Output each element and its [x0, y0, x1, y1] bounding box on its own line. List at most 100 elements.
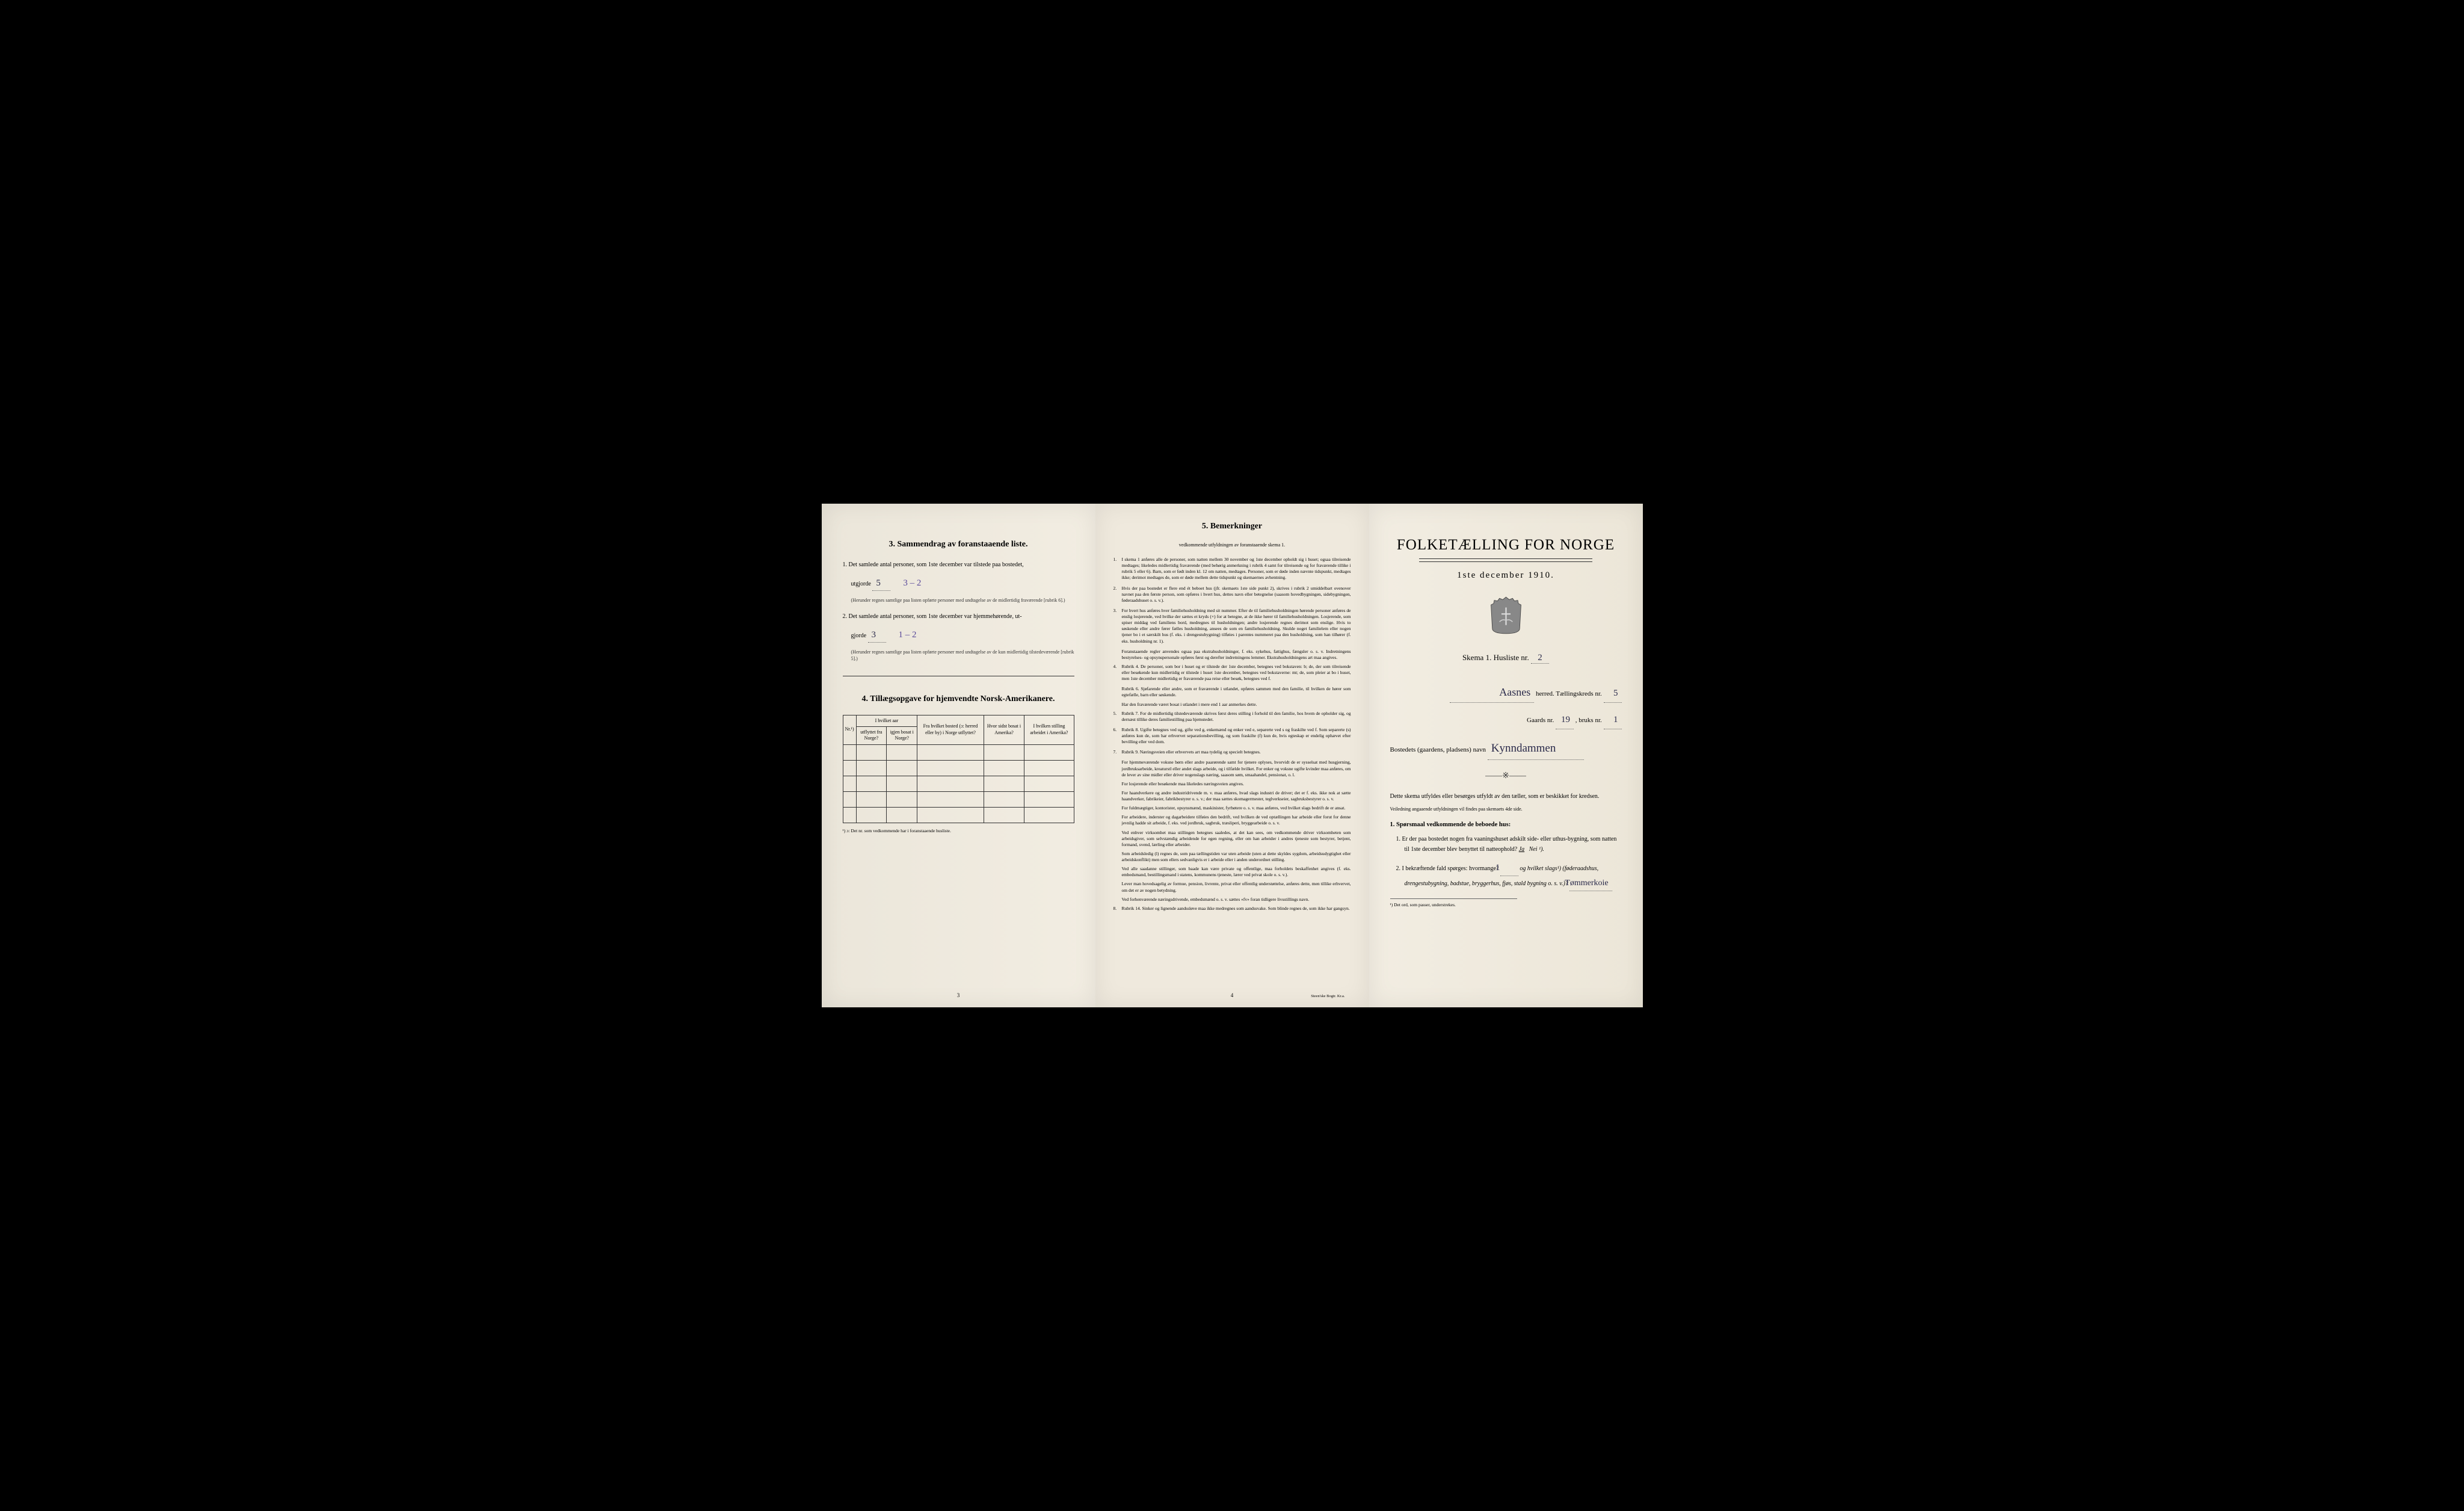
- remark-text: Rubrik 7. For de midlertidig tilstedevær…: [1122, 711, 1351, 723]
- gaards-line: Gaards nr. 19 , bruks nr. 1: [1390, 711, 1622, 729]
- page-3: 3. Sammendrag av foranstaaende liste. 1.…: [822, 504, 1095, 1007]
- th-stilling: I hvilken stilling arbeidet i Amerika?: [1024, 715, 1074, 744]
- q1-note: (Herunder regnes samtlige paa listen opf…: [843, 597, 1074, 604]
- table-row: [843, 776, 1074, 791]
- q2-extra: 1 – 2: [895, 628, 920, 642]
- q2-prefix: 2. Det samlede antal personer, som 1ste …: [843, 613, 1022, 620]
- remark-num: 2.: [1113, 586, 1122, 604]
- herred-line: Aasnes herred. Tællingskreds nr. 5: [1390, 682, 1622, 703]
- th-amerika: Hvor sidst bosat i Amerika?: [984, 715, 1024, 744]
- remark-item: 5.Rubrik 7. For de midlertidig tilstedev…: [1113, 711, 1351, 723]
- remark-item: 3.For hvert hus anføres hver familiehush…: [1113, 608, 1351, 644]
- remark-sub: Rubrik 6. Sjøfarende eller andre, som er…: [1113, 686, 1351, 698]
- right-footnote: ¹) Det ord, som passer, understrekes.: [1390, 898, 1518, 907]
- question-2: 2. I bekræftende fald spørges: hvormange…: [1390, 861, 1622, 891]
- printer-mark: Steen'ske Bogtr. Kr.a.: [1311, 994, 1344, 998]
- instruction-2: Veiledning angaaende utfyldningen vil fi…: [1390, 806, 1622, 812]
- table-footnote: ¹) ɔ: Det nr. som vedkommende har i fora…: [843, 828, 1074, 833]
- remarks-list: 1.I skema 1 anføres alle de personer, so…: [1113, 557, 1351, 912]
- herred-value: Aasnes: [1450, 682, 1534, 703]
- th-nr: Nr.¹): [843, 715, 856, 744]
- th-bosted: Fra hvilket bosted (ɔ: herred eller by) …: [917, 715, 984, 744]
- skema-line: Skema 1. Husliste nr. 2: [1390, 653, 1622, 664]
- coat-of-arms: [1390, 596, 1622, 638]
- q1-text: 1. Er der paa bostedet nogen fra vaaning…: [1396, 836, 1617, 853]
- remark-item: 1.I skema 1 anføres alle de personer, so…: [1113, 557, 1351, 581]
- remark-sub: For haandverkere og andre industridriven…: [1113, 790, 1351, 802]
- remark-num: 3.: [1113, 608, 1122, 644]
- flourish-ornament: ——※——: [1390, 771, 1622, 781]
- remark-num: 5.: [1113, 711, 1122, 723]
- remark-item: 2.Hvis der paa bostedet er flere end ét …: [1113, 586, 1351, 604]
- page-1-cover: FOLKETÆLLING FOR NORGE 1ste december 191…: [1369, 504, 1643, 1007]
- q1-text: 1. Det samlede antal personer, som 1ste …: [843, 560, 1074, 570]
- census-date: 1ste december 1910.: [1390, 570, 1622, 581]
- main-title: FOLKETÆLLING FOR NORGE: [1390, 537, 1622, 554]
- remark-sub: For fuldmægtiger, kontorister, opsynsmæn…: [1113, 805, 1351, 811]
- table-row: [843, 791, 1074, 807]
- remark-text: Rubrik 4. De personer, som bor i huset o…: [1122, 664, 1351, 682]
- census-document: 3. Sammendrag av foranstaaende liste. 1.…: [822, 504, 1643, 1007]
- q1-extra: 3 – 2: [899, 576, 925, 590]
- q1-prefix: 1. Det samlede antal personer, som 1ste …: [843, 561, 1024, 568]
- q1-value: 5: [872, 576, 890, 591]
- remark-text: Rubrik 8. Ugifte betegnes ved ug, gifte …: [1122, 727, 1351, 745]
- table-row: [843, 807, 1074, 823]
- bosted-line: Bostedets (gaardens, pladsens) navn Kynn…: [1390, 738, 1622, 760]
- page-number: 3: [957, 992, 960, 998]
- remark-num: 8.: [1113, 906, 1122, 912]
- remark-item: 4.Rubrik 4. De personer, som bor i huset…: [1113, 664, 1351, 682]
- q-head-text: 1. Spørsmaal vedkommende de beboede hus:: [1390, 821, 1511, 828]
- remark-sub: For hjemmeværende voksne børn eller andr…: [1113, 759, 1351, 777]
- bosted-value: Kynndammen: [1488, 738, 1584, 760]
- table-row: [843, 760, 1074, 776]
- question-1: 1. Er der paa bostedet nogen fra vaaning…: [1390, 834, 1622, 854]
- remark-text: I skema 1 anføres alle de personer, som …: [1122, 557, 1351, 581]
- bosted-label: Bostedets (gaardens, pladsens) navn: [1390, 746, 1486, 753]
- page-4: 5. Bemerkninger vedkommende utfyldningen…: [1095, 504, 1369, 1007]
- q2-answer-line: gjorde 3 1 – 2: [843, 628, 1074, 643]
- remark-sub: Foranstaaende regler anvendes ogsaa paa …: [1113, 649, 1351, 661]
- q2-note: (Herunder regnes samtlige paa listen opf…: [843, 649, 1074, 662]
- gaards-label: Gaards nr.: [1527, 717, 1554, 724]
- remark-num: 6.: [1113, 727, 1122, 745]
- section-4-title: 4. Tillægsopgave for hjemvendte Norsk-Am…: [843, 694, 1074, 704]
- remark-num: 1.: [1113, 557, 1122, 581]
- remark-sub: Som arbeidsledig (l) regnes de, som paa …: [1113, 851, 1351, 863]
- remark-sub: Har den fraværende været bosat i utlande…: [1113, 702, 1351, 708]
- q1-answer-line: utgjorde 5 3 – 2: [843, 576, 1074, 591]
- title-rule: [1419, 558, 1593, 559]
- remark-num: 4.: [1113, 664, 1122, 682]
- bruks-label: , bruks nr.: [1575, 717, 1602, 724]
- q2-answer: Tømmerkoie: [1569, 876, 1612, 891]
- q2-text: 2. Det samlede antal personer, som 1ste …: [843, 612, 1074, 622]
- section-3-title: 3. Sammendrag av foranstaaende liste.: [843, 540, 1074, 549]
- remark-sub: For losjerende eller besøkende maa likel…: [1113, 781, 1351, 787]
- questions-heading: 1. Spørsmaal vedkommende de beboede hus:: [1390, 821, 1622, 828]
- skema-label: Skema 1. Husliste nr.: [1462, 653, 1529, 662]
- section-5-subtitle: vedkommende utfyldningen av foranstaaend…: [1113, 542, 1351, 548]
- instruction-1: Dette skema utfyldes eller besørges utfy…: [1390, 792, 1622, 802]
- q1-word: utgjorde: [851, 581, 871, 587]
- remark-text: Rubrik 14. Sinker og lignende aandssløve…: [1122, 906, 1351, 912]
- q1-ja: Ja: [1519, 846, 1524, 853]
- q1-nei: Nei ¹).: [1529, 846, 1544, 853]
- remark-item: 6.Rubrik 8. Ugifte betegnes ved ug, gift…: [1113, 727, 1351, 745]
- remark-text: For hvert hus anføres hver familiehushol…: [1122, 608, 1351, 644]
- remark-item: 7.Rubrik 9. Næringsveien eller erhvervet…: [1113, 749, 1351, 755]
- remark-sub: Ved alle saadanne stillinger, som baade …: [1113, 866, 1351, 878]
- q2-value: 1: [1500, 861, 1518, 877]
- title-rule-2: [1419, 561, 1593, 562]
- th-utflyttet: utflyttet fra Norge?: [856, 726, 887, 744]
- herred-suffix: herred. Tællingskreds nr.: [1536, 690, 1602, 697]
- remark-sub: Ved forhenværende næringsdrivende, embed…: [1113, 897, 1351, 903]
- kreds-nr: 5: [1604, 685, 1622, 703]
- remark-item: 8.Rubrik 14. Sinker og lignende aandsslø…: [1113, 906, 1351, 912]
- th-igjen: igjen bosat i Norge?: [887, 726, 917, 744]
- remark-sub: For arbeidere, inderster og dagarbeidere…: [1113, 814, 1351, 826]
- page-number: 4: [1231, 992, 1234, 998]
- q2-text: 2. I bekræftende fald spørges: hvormange…: [1396, 865, 1499, 872]
- q2-value: 3: [868, 628, 886, 643]
- remark-num: 7.: [1113, 749, 1122, 755]
- q2-word: gjorde: [851, 632, 867, 639]
